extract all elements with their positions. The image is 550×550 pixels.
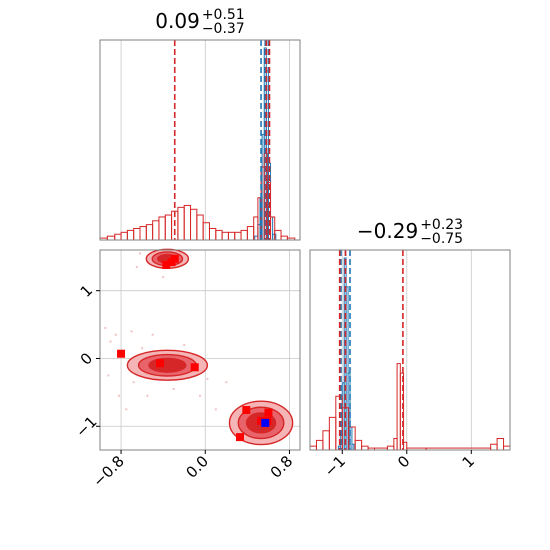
hist-bar-s1-5 xyxy=(133,227,141,241)
faint-point-18 xyxy=(151,333,154,336)
joint-points xyxy=(104,252,273,442)
faint-point-12 xyxy=(183,343,186,346)
hist-bar-s1-7 xyxy=(145,224,154,241)
hist-bar-s1-13 xyxy=(183,204,192,241)
joint-y-tick-label-2: 1 xyxy=(77,281,96,300)
top-hist-frame xyxy=(99,39,301,241)
right-hist-grid xyxy=(341,250,472,450)
contour-c1-l2 xyxy=(148,357,187,373)
faint-point-10 xyxy=(199,394,201,397)
right-hist-title-plus: +0.23 xyxy=(420,217,463,233)
red-point-2 xyxy=(162,260,171,269)
hist-bar-s1-2 xyxy=(114,233,122,241)
right-hist-title-value: −0.29 xyxy=(357,219,418,243)
faint-point-2 xyxy=(114,333,117,336)
faint-point-14 xyxy=(139,252,141,255)
right-hist-quantile-lines xyxy=(338,250,404,450)
right-x-tick-label-2: 1 xyxy=(459,452,478,471)
hist-bar-s1-21 xyxy=(234,231,242,241)
hist-bar-s1-17 xyxy=(208,227,217,241)
red-point-1 xyxy=(170,254,179,263)
hist-bar-s1-31 xyxy=(280,235,288,241)
joint-x-ticks: −0.8 0.0 0.8 xyxy=(89,450,296,491)
hist-bar-s1-1 xyxy=(315,439,324,451)
hist-bar-s1-20 xyxy=(227,231,236,241)
hist-bar-s1-11 xyxy=(386,445,395,451)
hist-bar-s1-18 xyxy=(490,443,498,451)
hist-bar-s1-15 xyxy=(196,214,204,241)
hist-bar-s1-23 xyxy=(246,226,255,241)
faint-point-1 xyxy=(109,340,112,343)
joint-x-tick-label-2: 0.8 xyxy=(267,452,297,482)
red-point-7 xyxy=(236,433,244,442)
hist-bar-s1-0 xyxy=(309,445,317,451)
hist-bar-s1-9 xyxy=(158,216,166,241)
faint-point-8 xyxy=(146,394,149,397)
right-hist-panel: −1 0 1 −0.29 +0.23 −0.75 xyxy=(309,217,511,480)
hist-bar-s1-3 xyxy=(120,231,128,241)
joint-x-tick-label-1: 0.0 xyxy=(182,452,212,482)
hist-bar-s1-10 xyxy=(164,214,173,241)
faint-point-17 xyxy=(125,408,128,411)
joint-y-ticks: −1 0 1 xyxy=(72,281,100,441)
top-hist-title-minus: −0.37 xyxy=(202,21,245,37)
faint-point-0 xyxy=(104,326,107,329)
faint-point-13 xyxy=(135,265,138,268)
red-point-5 xyxy=(190,363,199,372)
red-point-6 xyxy=(242,406,251,414)
faint-point-4 xyxy=(141,347,144,350)
top-hist-grid xyxy=(120,40,290,240)
red-point-9 xyxy=(257,416,266,425)
joint-y-tick-label-1: 0 xyxy=(77,349,96,368)
hist-bar-s1-3 xyxy=(328,416,337,451)
faint-point-16 xyxy=(225,381,228,384)
hist-bar-s1-1 xyxy=(106,235,116,241)
hist-bar-s1-8 xyxy=(152,220,160,241)
right-hist-x-ticks: −1 0 1 xyxy=(321,450,478,480)
faint-point-9 xyxy=(172,387,175,390)
hist-bar-s1-14 xyxy=(399,372,405,451)
hist-bar-s0-7 xyxy=(351,443,355,451)
joint-y-tick-label-0: −1 xyxy=(72,413,100,441)
right-hist-frame xyxy=(309,249,511,451)
top-hist-quantile-lines xyxy=(173,40,271,240)
blue-point-0 xyxy=(261,418,270,427)
red-point-4 xyxy=(156,359,164,368)
red-point-3 xyxy=(117,349,126,358)
hist-bar-s1-7 xyxy=(354,439,363,451)
right-x-tick-label-1: 0 xyxy=(394,452,413,471)
hist-bar-s1-20 xyxy=(503,445,511,451)
joint-frame xyxy=(99,249,301,451)
joint-panel: −0.8 0.0 0.8 −1 0 1 xyxy=(72,248,301,491)
hist-bar-s1-16 xyxy=(202,222,210,241)
top-hist-panel: 0.09 +0.51 −0.37 xyxy=(99,7,301,241)
joint-x-tick-label-0: −0.8 xyxy=(89,452,127,490)
faint-point-15 xyxy=(162,276,165,279)
hist-bar-s1-19 xyxy=(496,437,505,451)
hist-bar-s1-2 xyxy=(322,430,330,451)
hist-bar-s0-9 xyxy=(272,233,277,241)
faint-point-11 xyxy=(214,408,217,411)
faint-point-6 xyxy=(117,394,120,397)
right-hist-title-minus: −0.75 xyxy=(420,231,463,247)
hist-bar-s1-12 xyxy=(177,206,185,241)
top-hist-title-plus: +0.51 xyxy=(202,7,245,23)
faint-point-7 xyxy=(132,381,135,384)
hist-bar-s1-6 xyxy=(139,226,147,241)
hist-bar-s1-8 xyxy=(361,445,369,451)
faint-point-19 xyxy=(206,377,209,380)
top-hist-title-value: 0.09 xyxy=(155,9,200,33)
hist-bar-s1-22 xyxy=(240,229,248,241)
right-x-tick-label-0: −1 xyxy=(321,452,349,480)
hist-bar-s1-18 xyxy=(215,229,223,241)
hist-bar-s1-4 xyxy=(126,229,135,241)
red-point-10 xyxy=(264,408,273,417)
faint-point-5 xyxy=(107,374,110,377)
hist-bar-s1-14 xyxy=(190,208,198,241)
faint-point-3 xyxy=(130,330,133,333)
hist-bar-s1-19 xyxy=(221,231,229,241)
